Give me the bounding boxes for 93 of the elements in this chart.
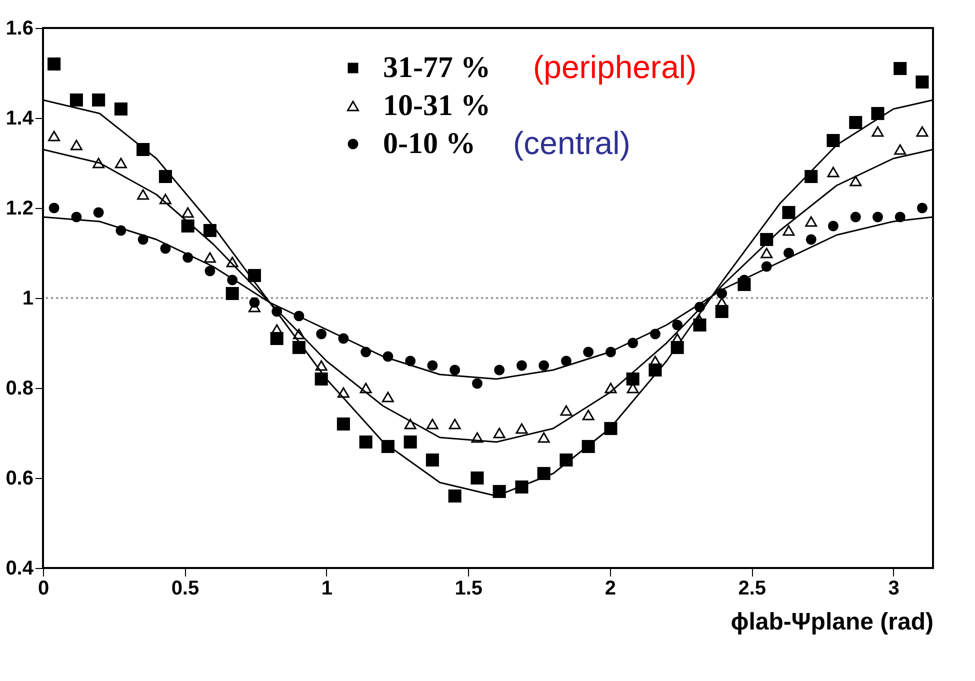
legend-label: 31-77 % xyxy=(383,51,490,84)
point xyxy=(92,158,105,168)
point xyxy=(583,346,594,358)
legend-label: 0-10 % xyxy=(383,127,476,160)
point xyxy=(70,140,82,150)
point xyxy=(70,93,83,107)
x-tick-label: 1.5 xyxy=(454,578,483,600)
point xyxy=(872,126,884,137)
point xyxy=(114,102,128,116)
annotation: (peripheral) xyxy=(533,49,697,85)
point xyxy=(538,360,550,371)
y-tick-label: 1 xyxy=(22,288,34,310)
point xyxy=(560,356,572,366)
point xyxy=(782,225,795,236)
point xyxy=(204,252,216,263)
point xyxy=(849,116,862,130)
legend-label: 10-31 % xyxy=(383,89,490,122)
x-tick-label: 0 xyxy=(38,578,50,600)
point xyxy=(426,453,439,467)
point xyxy=(359,435,372,449)
y-tick-label: 0.6 xyxy=(6,468,34,490)
point xyxy=(672,320,683,330)
point xyxy=(404,435,417,449)
point xyxy=(471,432,484,443)
point xyxy=(916,75,929,89)
point xyxy=(226,286,239,300)
point xyxy=(472,378,482,389)
point xyxy=(470,471,484,485)
point xyxy=(382,392,394,402)
point xyxy=(450,364,460,376)
y-tick-label: 0.4 xyxy=(6,558,34,580)
point xyxy=(827,166,840,178)
point xyxy=(159,194,172,204)
x-tick-label: 2.5 xyxy=(738,578,766,600)
point xyxy=(292,328,305,340)
point xyxy=(48,130,60,142)
point xyxy=(203,224,216,238)
point xyxy=(516,423,528,434)
point xyxy=(694,315,706,326)
point xyxy=(560,405,572,416)
point xyxy=(783,248,794,258)
point xyxy=(182,207,194,218)
x-tick-label: 1 xyxy=(321,578,332,600)
point xyxy=(828,220,838,232)
x-tick-label: 2 xyxy=(604,578,616,600)
point xyxy=(894,62,907,76)
y-tick-label: 1.4 xyxy=(6,108,34,130)
point xyxy=(448,418,461,430)
point xyxy=(538,432,550,443)
y-tick-label: 0.8 xyxy=(6,378,34,400)
point xyxy=(760,248,773,258)
point xyxy=(850,176,862,186)
point xyxy=(114,158,127,168)
point xyxy=(92,93,106,107)
point xyxy=(336,417,350,431)
point xyxy=(582,410,594,420)
x-tick-label: 0.5 xyxy=(171,578,200,600)
point xyxy=(826,134,840,148)
point xyxy=(249,297,260,308)
point xyxy=(493,428,506,438)
annotation: (central) xyxy=(513,125,630,161)
x-axis-title: ϕlab-Ψplane (rad) xyxy=(730,608,934,636)
point xyxy=(805,216,818,227)
point xyxy=(806,234,816,245)
point xyxy=(916,126,928,137)
point xyxy=(314,372,328,386)
point xyxy=(360,382,372,394)
y-tick-label: 1.2 xyxy=(6,198,34,220)
point xyxy=(315,360,328,371)
point xyxy=(226,256,238,268)
point xyxy=(426,418,438,430)
x-tick-label: 3 xyxy=(888,578,900,600)
point xyxy=(427,360,438,371)
point xyxy=(158,170,172,184)
point xyxy=(93,207,104,218)
point xyxy=(48,57,61,71)
point xyxy=(604,382,617,394)
point xyxy=(337,387,350,398)
point xyxy=(916,202,928,214)
point xyxy=(137,189,150,200)
point xyxy=(871,106,884,120)
point xyxy=(894,144,906,155)
point xyxy=(316,328,327,340)
point xyxy=(872,212,883,222)
point xyxy=(448,489,462,503)
point xyxy=(850,212,861,222)
point xyxy=(494,364,505,376)
y-tick-label: 1.6 xyxy=(6,18,34,40)
point xyxy=(404,418,416,430)
point xyxy=(782,206,796,220)
point xyxy=(204,266,216,276)
point xyxy=(516,360,527,371)
point xyxy=(48,202,60,214)
